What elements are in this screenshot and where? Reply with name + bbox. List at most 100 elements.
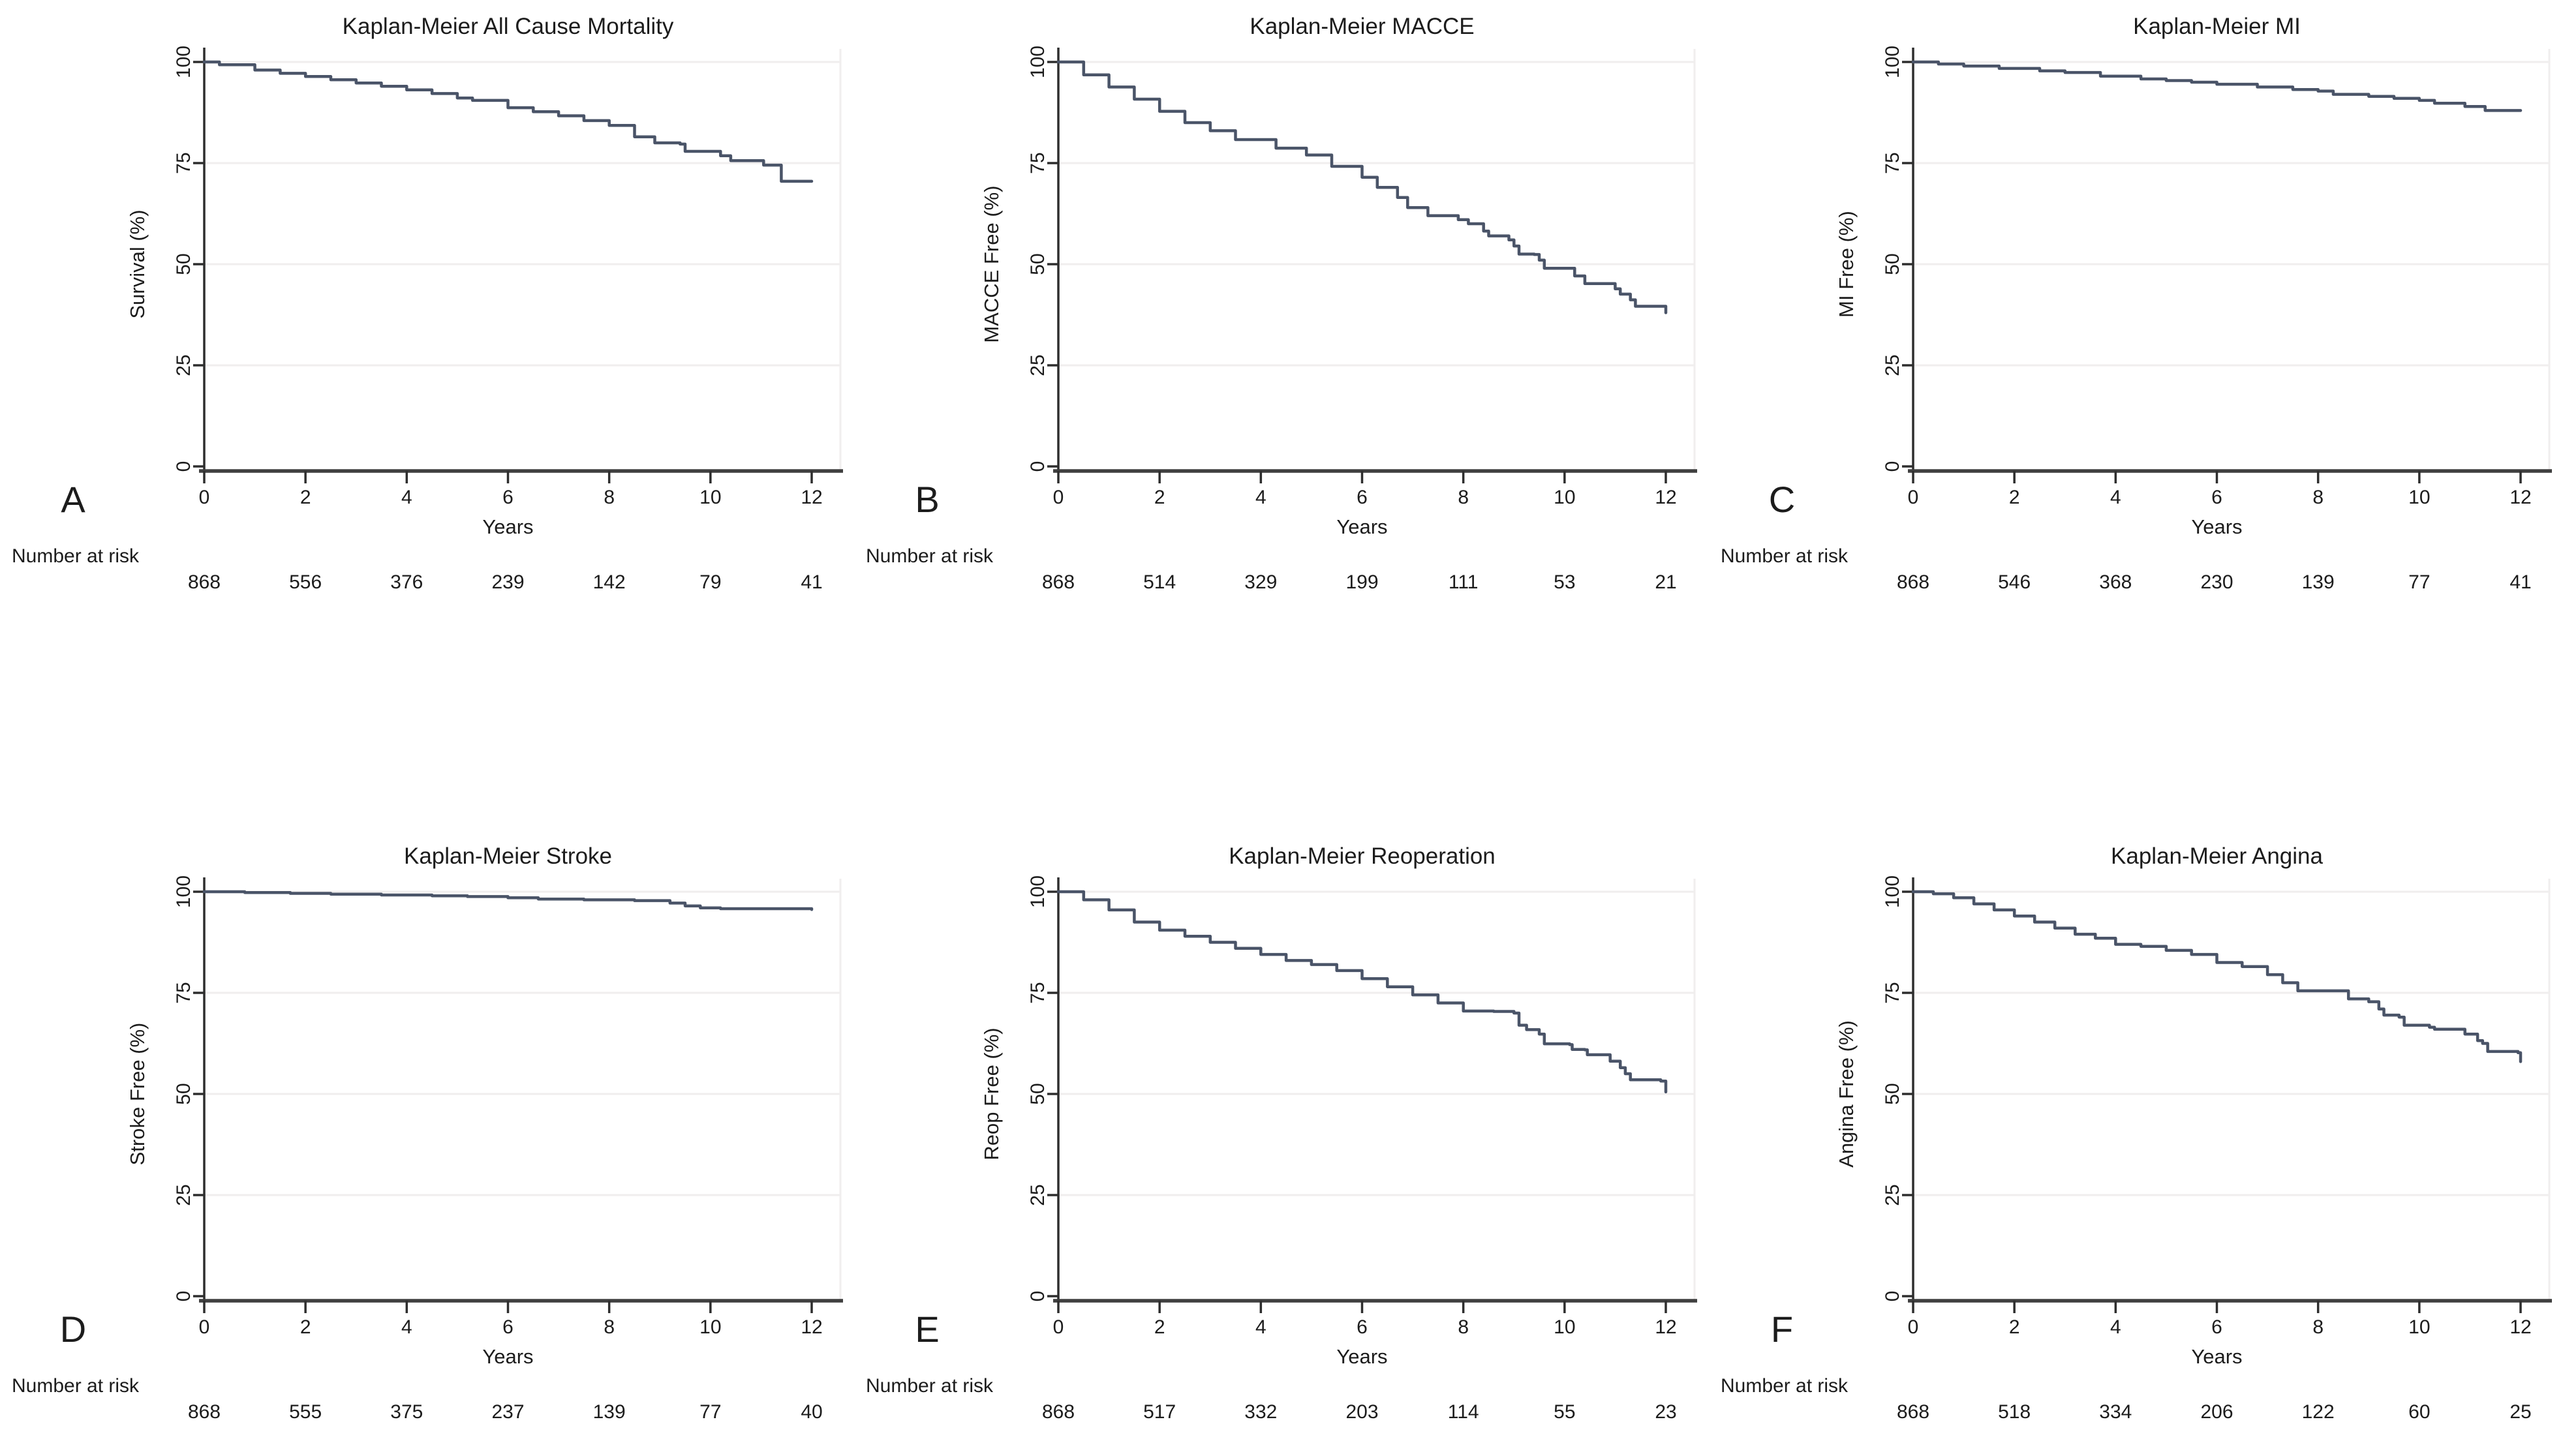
y-tick-label: 0: [173, 461, 194, 472]
number-at-risk-label: Number at risk: [1721, 1375, 1849, 1397]
x-axis-title: Years: [1337, 1345, 1388, 1368]
panel-letter: B: [915, 479, 940, 520]
number-at-risk-value: 332: [1245, 1401, 1278, 1423]
km-curve: [1057, 890, 1668, 1094]
number-at-risk-value: 77: [2408, 571, 2430, 593]
x-tick-label: 0: [1907, 487, 1918, 508]
x-tick-label: 12: [1655, 487, 1677, 508]
x-tick-label: 12: [801, 487, 822, 508]
number-at-risk-value: 53: [1554, 571, 1575, 593]
y-tick-label: 100: [1882, 46, 1903, 78]
x-tick-label: 6: [502, 1316, 514, 1338]
number-at-risk-value: 142: [593, 571, 626, 593]
y-tick-label: 75: [1027, 982, 1049, 1003]
panel-letter: C: [1768, 479, 1794, 520]
km-panel-canvas: 0 25 50 75 100 0 868 2 555 4 375 6 237 8 139 10 77 12 40 Ka…: [12, 843, 843, 1423]
chart-title: Kaplan-Meier Reoperation: [1229, 843, 1496, 869]
x-tick-label: 12: [801, 1316, 822, 1338]
km-panel-canvas: 0 25 50 75 100 0 868 2 546 4 368 6 230 8 139 10 77 12 41 Ka…: [1721, 14, 2552, 593]
x-tick-label: 6: [1357, 487, 1368, 508]
number-at-risk-value: 139: [593, 1401, 626, 1423]
km-panel-b: 0 25 50 75 100 0 868 2 514 4 329 6 199 8 111 10 53 12 21 Ka…: [854, 0, 1708, 626]
y-tick-label: 100: [1027, 875, 1049, 908]
number-at-risk-value: 517: [1143, 1401, 1176, 1423]
number-at-risk-value: 375: [390, 1401, 423, 1423]
number-at-risk-label: Number at risk: [12, 1375, 140, 1397]
km-panel-canvas: 0 25 50 75 100 0 868 2 518 4 334 6 206 8 122 10 60 12 25 Ka…: [1721, 843, 2552, 1423]
km-panel-f: 0 25 50 75 100 0 868 2 518 4 334 6 206 8 122 10 60 12 25 Ka…: [1709, 830, 2563, 1456]
y-tick-label: 50: [173, 1083, 194, 1104]
number-at-risk-value: 546: [1998, 571, 2031, 593]
x-tick-label: 6: [2211, 487, 2222, 508]
number-at-risk-label: Number at risk: [866, 545, 994, 567]
x-tick-label: 4: [1255, 1316, 1266, 1338]
x-tick-label: 10: [1554, 487, 1575, 508]
x-tick-label: 4: [1255, 487, 1266, 508]
x-tick-label: 8: [604, 1316, 615, 1338]
x-tick-label: 2: [1154, 1316, 1165, 1338]
number-at-risk-value: 77: [699, 1401, 721, 1423]
number-at-risk-label: Number at risk: [866, 1375, 994, 1397]
number-at-risk-value: 368: [2099, 571, 2132, 593]
y-tick-label: 75: [173, 152, 194, 174]
x-tick-label: 4: [2110, 1316, 2121, 1338]
x-tick-label: 0: [1053, 487, 1064, 508]
x-tick-label: 6: [2211, 1316, 2222, 1338]
y-tick-label: 25: [173, 1184, 194, 1206]
number-at-risk-value: 60: [2408, 1401, 2430, 1423]
x-tick-label: 8: [604, 487, 615, 508]
number-at-risk-value: 199: [1346, 571, 1379, 593]
number-at-risk-value: 122: [2301, 1401, 2334, 1423]
km-panel-d: 0 25 50 75 100 0 868 2 555 4 375 6 237 8 139 10 77 12 40 Ka…: [0, 830, 854, 1456]
x-tick-label: 4: [2110, 487, 2121, 508]
x-tick-label: 4: [401, 487, 412, 508]
number-at-risk-value: 139: [2301, 571, 2334, 593]
x-tick-label: 0: [1907, 1316, 1918, 1338]
y-tick-label: 75: [1882, 982, 1903, 1003]
panel-letter: D: [60, 1309, 86, 1350]
x-axis-title: Years: [482, 1345, 533, 1368]
number-at-risk-value: 518: [1998, 1401, 2031, 1423]
x-tick-label: 6: [502, 487, 514, 508]
chart-title: Kaplan-Meier MI: [2133, 14, 2301, 39]
panel-letter: E: [915, 1309, 940, 1350]
number-at-risk-value: 868: [188, 1401, 221, 1423]
number-at-risk-value: 868: [1042, 571, 1075, 593]
x-tick-label: 2: [2008, 1316, 2019, 1338]
y-tick-label: 50: [173, 253, 194, 275]
x-axis-title: Years: [2191, 515, 2242, 538]
x-tick-label: 12: [2509, 487, 2531, 508]
x-tick-label: 2: [300, 487, 311, 508]
x-tick-label: 2: [300, 1316, 311, 1338]
y-axis-title: MACCE Free (%): [981, 185, 1004, 342]
y-tick-label: 50: [1882, 253, 1903, 275]
number-at-risk-value: 114: [1448, 1401, 1479, 1423]
x-tick-label: 6: [1357, 1316, 1368, 1338]
x-tick-label: 10: [699, 487, 721, 508]
chart-title: Kaplan-Meier All Cause Mortality: [343, 14, 674, 39]
km-panel-canvas: 0 25 50 75 100 0 868 2 514 4 329 6 199 8 111 10 53 12 21 Ka…: [866, 14, 1698, 593]
number-at-risk-value: 868: [1897, 1401, 1929, 1423]
km-panel-a: 0 25 50 75 100 0 868 2 556 4 376 6 239 8 142 10 79 12 41 Ka…: [0, 0, 854, 626]
y-tick-label: 50: [1882, 1083, 1903, 1104]
x-tick-label: 0: [199, 487, 210, 508]
y-tick-label: 0: [1027, 1291, 1049, 1302]
x-tick-label: 8: [1458, 1316, 1469, 1338]
x-tick-label: 8: [2312, 487, 2324, 508]
number-at-risk-value: 41: [2509, 571, 2531, 593]
x-tick-label: 10: [699, 1316, 721, 1338]
x-tick-label: 0: [1053, 1316, 1064, 1338]
y-tick-label: 50: [1027, 1083, 1049, 1104]
number-at-risk-label: Number at risk: [12, 545, 140, 567]
number-at-risk-value: 40: [801, 1401, 822, 1423]
km-curve: [202, 890, 814, 911]
panel-letter: A: [61, 479, 85, 520]
number-at-risk-value: 329: [1245, 571, 1278, 593]
y-tick-label: 25: [1882, 1184, 1903, 1206]
km-panel-c: 0 25 50 75 100 0 868 2 546 4 368 6 230 8 139 10 77 12 41 Ka…: [1709, 0, 2563, 626]
y-axis-title: MI Free (%): [1835, 211, 1858, 318]
number-at-risk-value: 334: [2099, 1401, 2132, 1423]
x-tick-label: 8: [2312, 1316, 2324, 1338]
panel-letter: F: [1771, 1309, 1793, 1350]
